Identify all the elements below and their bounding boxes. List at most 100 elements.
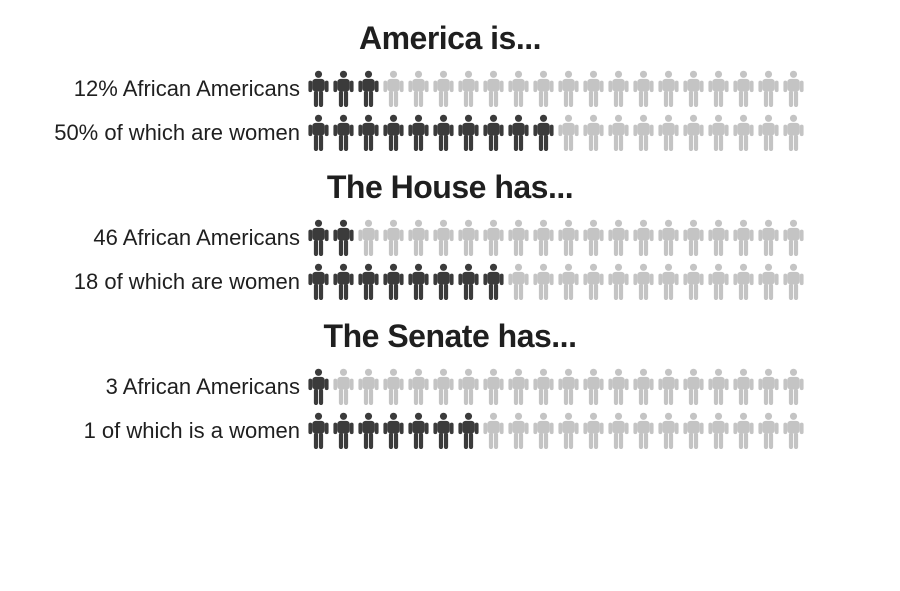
person-icon <box>583 219 604 257</box>
person-icon <box>758 368 779 406</box>
icon-array <box>306 70 804 108</box>
person-icon <box>408 70 429 108</box>
person-icon <box>383 219 404 257</box>
person-icon <box>408 263 429 301</box>
person-icon <box>358 368 379 406</box>
person-icon <box>683 219 704 257</box>
person-icon <box>633 263 654 301</box>
person-icon <box>608 219 629 257</box>
person-icon <box>483 412 504 450</box>
person-icon <box>558 70 579 108</box>
person-icon <box>708 412 729 450</box>
person-icon <box>458 263 479 301</box>
person-icon <box>583 412 604 450</box>
person-icon <box>333 70 354 108</box>
icon-array <box>306 263 804 301</box>
row: 18 of which are women <box>0 260 900 304</box>
icon-array <box>306 368 804 406</box>
person-icon <box>483 114 504 152</box>
row-label: 18 of which are women <box>0 269 306 295</box>
person-icon <box>658 70 679 108</box>
person-icon <box>758 412 779 450</box>
person-icon <box>508 412 529 450</box>
person-icon <box>433 114 454 152</box>
person-icon <box>683 412 704 450</box>
person-icon <box>333 368 354 406</box>
icon-array <box>306 114 804 152</box>
row: 50% of which are women <box>0 111 900 155</box>
person-icon <box>608 368 629 406</box>
row: 12% African Americans <box>0 67 900 111</box>
person-icon <box>558 412 579 450</box>
person-icon <box>733 70 754 108</box>
person-icon <box>658 263 679 301</box>
person-icon <box>633 70 654 108</box>
person-icon <box>733 412 754 450</box>
person-icon <box>683 263 704 301</box>
person-icon <box>783 70 804 108</box>
section-title: The House has... <box>0 169 900 206</box>
person-icon <box>483 70 504 108</box>
person-icon <box>758 263 779 301</box>
person-icon <box>558 114 579 152</box>
person-icon <box>358 263 379 301</box>
person-icon <box>658 114 679 152</box>
person-icon <box>383 70 404 108</box>
person-icon <box>533 114 554 152</box>
person-icon <box>433 219 454 257</box>
person-icon <box>433 70 454 108</box>
person-icon <box>433 263 454 301</box>
icon-array <box>306 219 804 257</box>
person-icon <box>308 263 329 301</box>
person-icon <box>508 70 529 108</box>
person-icon <box>383 114 404 152</box>
row-label: 46 African Americans <box>0 225 306 251</box>
person-icon <box>458 70 479 108</box>
person-icon <box>508 219 529 257</box>
person-icon <box>633 114 654 152</box>
person-icon <box>558 219 579 257</box>
person-icon <box>708 263 729 301</box>
person-icon <box>458 368 479 406</box>
row-label: 3 African Americans <box>0 374 306 400</box>
person-icon <box>608 412 629 450</box>
person-icon <box>683 368 704 406</box>
person-icon <box>483 368 504 406</box>
infographic: America is... 12% African Americans <box>0 0 900 453</box>
person-icon <box>783 114 804 152</box>
row: 46 African Americans <box>0 216 900 260</box>
person-icon <box>333 219 354 257</box>
person-icon <box>733 263 754 301</box>
person-icon <box>583 368 604 406</box>
person-icon <box>508 263 529 301</box>
row-label: 12% African Americans <box>0 76 306 102</box>
person-icon <box>408 219 429 257</box>
person-icon <box>483 219 504 257</box>
person-icon <box>783 263 804 301</box>
person-icon <box>533 263 554 301</box>
person-icon <box>383 368 404 406</box>
person-icon <box>583 114 604 152</box>
person-icon <box>733 368 754 406</box>
person-icon <box>333 114 354 152</box>
person-icon <box>308 70 329 108</box>
person-icon <box>508 114 529 152</box>
person-icon <box>308 412 329 450</box>
person-icon <box>783 368 804 406</box>
person-icon <box>333 263 354 301</box>
person-icon <box>533 412 554 450</box>
person-icon <box>358 114 379 152</box>
person-icon <box>308 368 329 406</box>
icon-array <box>306 412 804 450</box>
person-icon <box>558 368 579 406</box>
section-senate: The Senate has... 3 African Americans <box>0 318 900 453</box>
person-icon <box>758 70 779 108</box>
person-icon <box>483 263 504 301</box>
person-icon <box>608 263 629 301</box>
person-icon <box>408 114 429 152</box>
row: 1 of which is a women <box>0 409 900 453</box>
person-icon <box>708 219 729 257</box>
person-icon <box>358 412 379 450</box>
person-icon <box>533 368 554 406</box>
person-icon <box>658 412 679 450</box>
